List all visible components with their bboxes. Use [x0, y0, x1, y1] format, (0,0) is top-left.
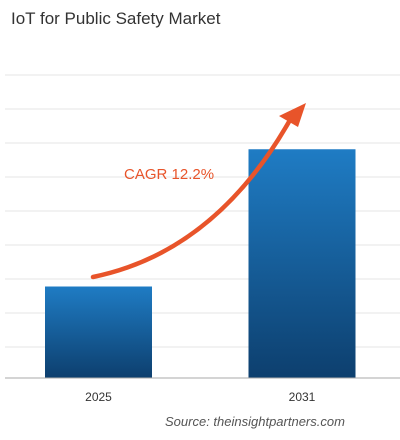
bars	[45, 149, 356, 378]
cagr-annotation: CAGR 12.2%	[124, 166, 214, 183]
chart-title: IoT for Public Safety Market	[11, 9, 221, 28]
x-tick-label-2031: 2031	[289, 390, 316, 404]
x-tick-labels: 2025 2031	[85, 390, 316, 404]
source-note: Source: theinsightpartners.com	[165, 414, 345, 429]
cagr-arrow	[90, 103, 306, 280]
bar-2025	[45, 286, 152, 378]
cagr-arrow-curve	[90, 117, 293, 280]
x-tick-label-2025: 2025	[85, 390, 112, 404]
cagr-arrow-head	[279, 103, 306, 127]
bar-2031	[248, 149, 356, 378]
